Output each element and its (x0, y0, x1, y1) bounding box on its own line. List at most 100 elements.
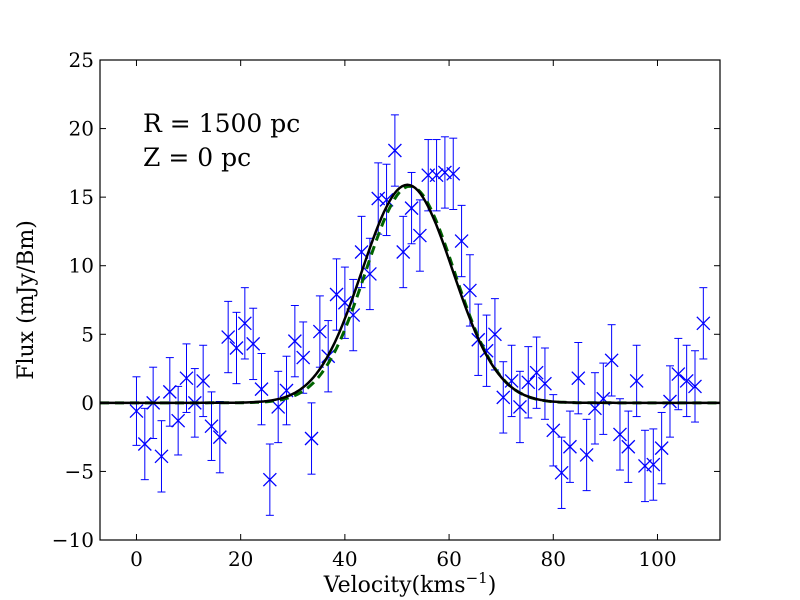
x-marker (554, 465, 569, 480)
y-tick-label: −10 (52, 528, 94, 552)
x-marker (546, 423, 561, 438)
x-marker (237, 316, 252, 331)
data-point (396, 215, 411, 289)
x-marker (229, 341, 244, 355)
fit-curve-solid (100, 183, 720, 405)
y-tick-label: 0 (81, 391, 94, 415)
x-marker (579, 448, 594, 462)
data-point (646, 428, 661, 501)
data-point (154, 420, 169, 493)
x-marker (646, 457, 661, 472)
x-marker (638, 458, 652, 473)
x-tick-label: 60 (436, 547, 461, 571)
data-point (638, 429, 652, 503)
x-marker (354, 245, 369, 259)
data-point (454, 204, 469, 278)
plot-area (100, 60, 720, 540)
axes-frame (99, 59, 721, 541)
y-axis-label: Flux (mJy/Bm) (14, 220, 39, 380)
x-marker (196, 373, 211, 388)
x-marker (171, 413, 186, 428)
data-point (254, 352, 269, 426)
x-marker (671, 367, 686, 382)
x-marker (212, 430, 227, 445)
data-point (604, 324, 619, 397)
data-point (654, 411, 669, 485)
data-point (229, 311, 244, 385)
data-point (179, 343, 194, 413)
x-marker (688, 379, 702, 394)
x-marker (287, 334, 302, 349)
x-marker (304, 431, 319, 446)
x-marker (696, 316, 711, 331)
x-marker (137, 437, 152, 451)
x-marker (604, 353, 619, 368)
x-marker (329, 287, 344, 302)
x-marker (279, 383, 294, 398)
data-point (462, 254, 477, 327)
x-tick-label: 40 (332, 547, 357, 571)
y-tick-label: −5 (65, 459, 94, 483)
x-marker (454, 234, 469, 248)
x-marker (429, 168, 444, 183)
data-point (579, 418, 594, 492)
x-marker (529, 365, 544, 380)
x-marker (462, 283, 477, 298)
data-point (137, 407, 152, 481)
annotation-height: Z = 0 pc (143, 143, 251, 172)
data-point (437, 136, 452, 209)
data-point (246, 307, 261, 381)
data-point (629, 344, 644, 418)
x-marker (404, 201, 419, 216)
x-marker (437, 165, 452, 180)
data-point (412, 199, 427, 272)
data-point (537, 347, 552, 420)
data-point (688, 350, 702, 423)
data-point (171, 385, 186, 456)
x-marker (496, 390, 511, 405)
data-point (129, 376, 144, 446)
x-marker (129, 404, 144, 419)
data-point (621, 410, 636, 483)
x-marker (179, 371, 194, 386)
x-marker (654, 441, 669, 456)
x-marker (412, 228, 427, 243)
x-marker (162, 384, 177, 399)
x-tick-label: 20 (228, 547, 253, 571)
x-marker (337, 295, 352, 310)
data-point (529, 336, 544, 409)
x-marker (562, 439, 577, 454)
x-marker (154, 449, 169, 464)
x-marker (571, 371, 586, 386)
x-tick-label: 0 (130, 547, 143, 571)
data-point (271, 370, 286, 444)
data-point (496, 361, 511, 434)
x-marker (387, 143, 402, 158)
data-point (379, 163, 394, 237)
y-tick-label: 15 (69, 185, 94, 209)
data-point (387, 114, 402, 187)
x-marker (537, 376, 552, 391)
y-tick-label: 25 (69, 48, 94, 72)
data-point (237, 287, 252, 360)
x-marker (679, 373, 694, 388)
x-marker (521, 375, 536, 390)
data-point (696, 287, 711, 360)
data-point (479, 314, 494, 387)
x-marker (204, 419, 219, 434)
x-marker (446, 166, 461, 181)
y-tick-label: 20 (69, 117, 94, 141)
data-point (613, 398, 627, 471)
x-marker (371, 191, 386, 206)
data-point (671, 337, 686, 411)
x-marker (379, 192, 394, 207)
data-point (287, 304, 302, 378)
data-point (446, 137, 461, 210)
data-point (296, 321, 311, 394)
x-marker (613, 427, 627, 442)
x-marker (396, 245, 411, 259)
x-marker (246, 336, 261, 351)
data-point (262, 443, 277, 516)
data-point (429, 139, 444, 212)
data-point (554, 436, 569, 509)
